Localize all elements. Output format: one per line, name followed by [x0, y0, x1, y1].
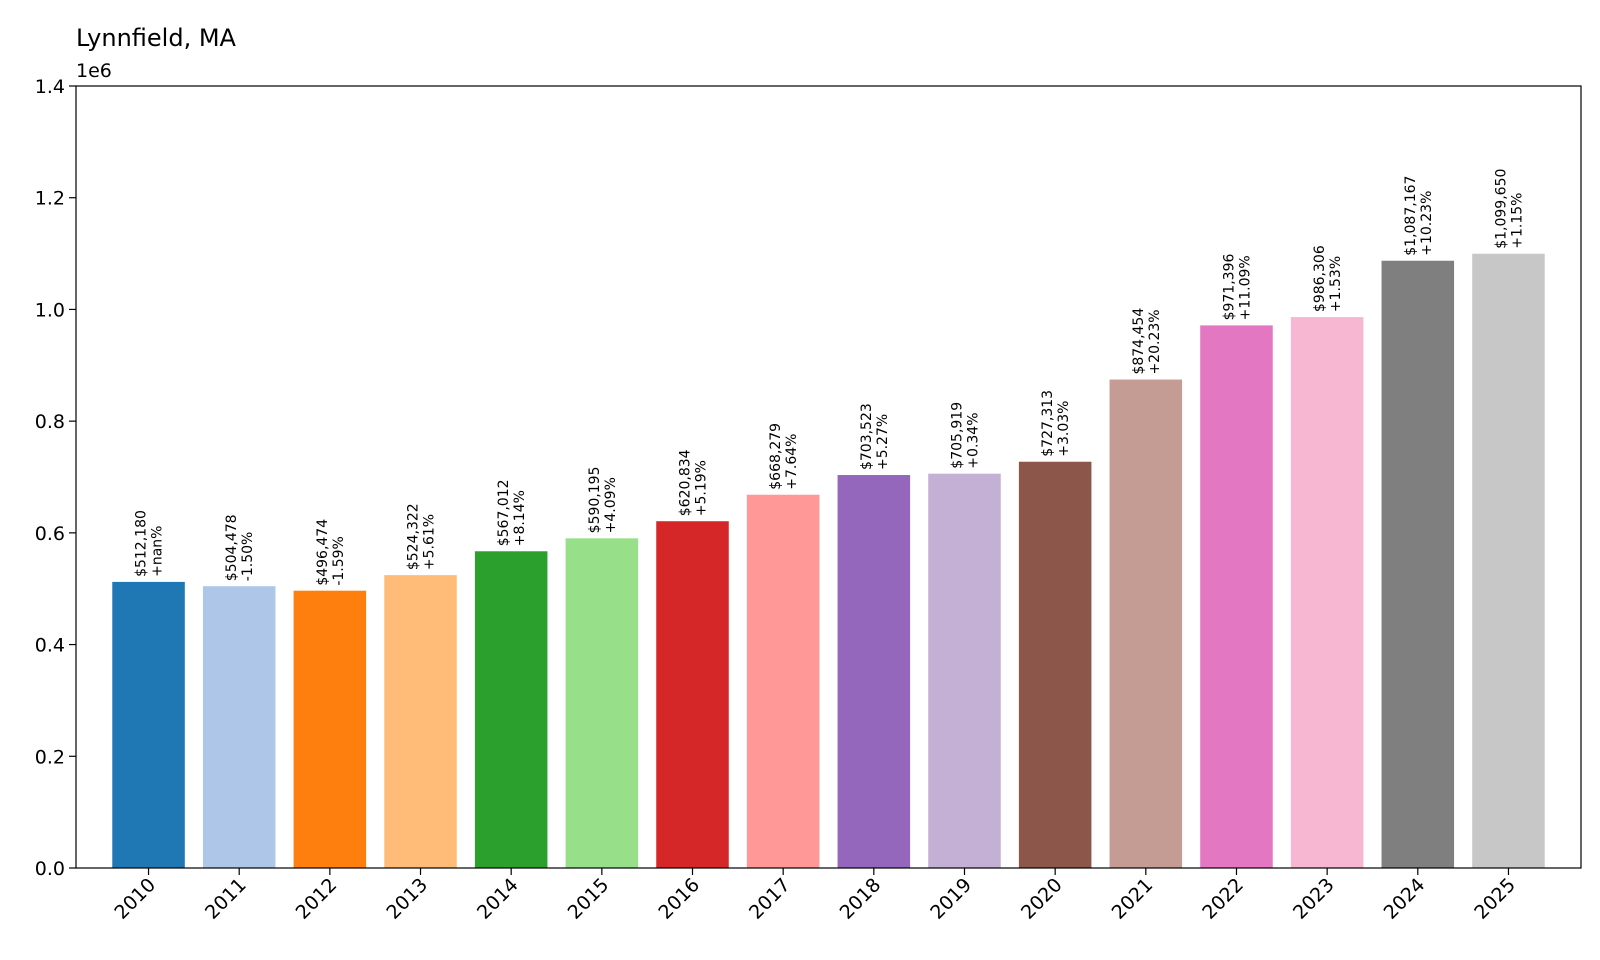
bar-label-2015: $590,195 +4.09% [587, 467, 619, 534]
bar-2020 [1018, 461, 1092, 868]
bar-change-label: +1.53% [1328, 256, 1344, 312]
y-tick-label: 0.2 [35, 746, 65, 768]
bar-change-label: +5.19% [694, 460, 710, 516]
bar-2014 [474, 551, 548, 868]
bar-label-2024: $1,087,167 +10.23% [1403, 176, 1435, 256]
bar-value-label: $524,322 [406, 503, 422, 570]
bar-2021 [1109, 379, 1183, 868]
bar-label-2018: $703,523 +5.27% [859, 403, 891, 470]
bar-2018 [837, 475, 911, 868]
bar-2013 [384, 575, 457, 868]
x-tick-label: 2025 [1470, 874, 1520, 924]
x-tick-label: 2021 [1108, 874, 1158, 924]
bar-value-label: $1,087,167 [1403, 176, 1419, 256]
bar-change-label: +11.09% [1237, 255, 1253, 320]
x-tick-label: 2016 [654, 874, 704, 924]
bar-2012 [293, 590, 367, 868]
bar-2015 [565, 538, 639, 868]
chart-title: Lynnfield, MA [76, 24, 237, 52]
x-tick-label: 2020 [1017, 874, 1067, 924]
x-tick-label: 2023 [1289, 874, 1339, 924]
bar-label-2021: $874,454 +20.23% [1131, 308, 1163, 375]
bar-value-label: $668,279 [768, 423, 784, 490]
bar-value-label: $705,919 [949, 402, 965, 469]
y-tick-label: 1.4 [35, 76, 65, 98]
x-tick-label: 2014 [473, 874, 523, 924]
bar-2016 [656, 521, 729, 868]
axes-frame [75, 85, 1582, 869]
bar-label-2022: $971,396 +11.09% [1221, 254, 1253, 321]
bar-value-label: $567,012 [496, 479, 512, 546]
bar-value-label: $512,180 [134, 510, 150, 577]
x-tick-label: 2017 [745, 874, 795, 924]
bar-change-label: +20.23% [1147, 309, 1163, 374]
x-tick-label: 2015 [564, 874, 614, 924]
bar-label-2014: $567,012 +8.14% [496, 479, 528, 546]
bar-2011 [202, 586, 276, 868]
y-tick-label: 0.4 [35, 635, 65, 657]
bar-label-2020: $727,313 +3.03% [1040, 390, 1072, 457]
bar-label-2023: $986,306 +1.53% [1312, 245, 1344, 312]
bar-label-2017: $668,279 +7.64% [768, 423, 800, 490]
bar-change-label: +8.14% [512, 490, 528, 546]
y-axis-offset-label: 1e6 [76, 60, 112, 82]
bar-value-label: $727,313 [1040, 390, 1056, 457]
bar-value-label: $703,523 [859, 403, 875, 470]
x-tick-label: 2013 [382, 874, 432, 924]
x-tick-label: 2024 [1380, 874, 1430, 924]
bar-label-2013: $524,322 +5.61% [406, 503, 438, 570]
y-tick-label: 0.0 [35, 858, 65, 880]
bar-2025 [1472, 253, 1545, 868]
bar-change-label: +10.23% [1419, 191, 1435, 256]
bar-label-2016: $620,834 +5.19% [678, 449, 710, 516]
bar-change-label: +7.64% [784, 434, 800, 490]
bar-2017 [746, 494, 820, 868]
bar-value-label: $1,099,650 [1493, 169, 1509, 249]
bar-value-label: $620,834 [678, 449, 694, 516]
bar-value-label: $874,454 [1131, 308, 1147, 375]
bar-2022 [1200, 325, 1273, 868]
bar-change-label: +1.15% [1509, 193, 1525, 249]
y-tick-label: 0.8 [35, 411, 65, 433]
bar-label-2010: $512,180 +nan% [134, 510, 166, 577]
bar-change-label: +5.27% [875, 414, 891, 470]
bar-2023 [1290, 317, 1364, 869]
x-tick-label: 2018 [836, 874, 886, 924]
bar-change-label: -1.50% [240, 532, 256, 582]
x-tick-label: 2019 [926, 874, 976, 924]
bar-value-label: $986,306 [1312, 245, 1328, 312]
bar-change-label: +3.03% [1056, 401, 1072, 457]
y-tick-label: 0.6 [35, 523, 65, 545]
bar-label-2011: $504,478 -1.50% [224, 514, 256, 581]
bar-change-label: +0.34% [965, 412, 981, 468]
bar-change-label: +5.61% [422, 514, 438, 570]
x-tick-label: 2012 [292, 874, 342, 924]
bar-2019 [928, 473, 1001, 868]
bar-label-2019: $705,919 +0.34% [949, 402, 981, 469]
bar-label-2025: $1,099,650 +1.15% [1493, 169, 1525, 249]
y-tick-label: 1.2 [35, 188, 65, 210]
bar-change-label: -1.59% [331, 536, 347, 586]
bar-2024 [1381, 260, 1455, 868]
y-tick-label: 1.0 [35, 299, 65, 321]
bar-change-label: +4.09% [603, 477, 619, 533]
plot-area: $512,180 +nan% $504,478 -1.50% $496,474 -1.59… [35, 76, 1582, 924]
x-tick-label: 2011 [201, 874, 251, 924]
bar-change-label: +nan% [150, 526, 166, 577]
bar-value-label: $971,396 [1221, 254, 1237, 321]
bar-value-label: $504,478 [224, 514, 240, 581]
x-tick-label: 2010 [110, 874, 160, 924]
bar-2010 [112, 581, 185, 868]
x-tick-label: 2022 [1198, 874, 1248, 924]
bar-value-label: $496,474 [315, 519, 331, 586]
bar-value-label: $590,195 [587, 467, 603, 534]
bar-label-2012: $496,474 -1.59% [315, 519, 347, 586]
